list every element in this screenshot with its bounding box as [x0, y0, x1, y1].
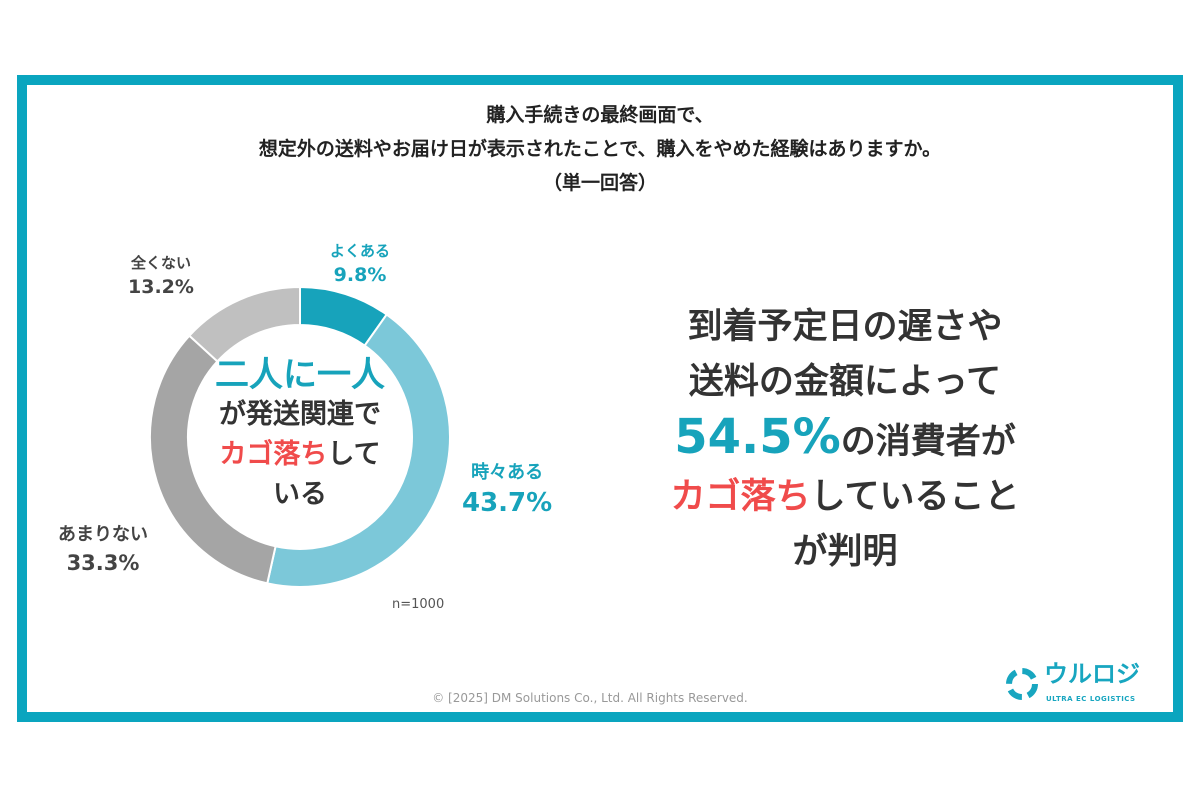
donut-center-text: 二人に一人 が発送関連で カゴ落ちして いる	[190, 355, 410, 515]
center-line-4: いる	[273, 479, 327, 510]
label-mattakunai: 全くない 13.2%	[128, 252, 194, 300]
logo-name: ウルロジ	[1044, 660, 1140, 688]
conclusion-line-1: 到着予定日の遅さや	[687, 307, 1003, 347]
conclusion-line-5: が判明	[792, 532, 898, 572]
slice-value: 9.8%	[333, 264, 387, 286]
conclusion-line-4: していること	[810, 477, 1020, 517]
center-highlight: カゴ落ち	[219, 439, 328, 470]
logo-mark-icon	[1006, 668, 1038, 700]
copyright: © [2025] DM Solutions Co., Ltd. All Righ…	[432, 691, 748, 705]
label-amarinai: あまりない 33.3%	[58, 522, 148, 578]
sample-size: n=1000	[392, 597, 445, 612]
slice-label: 全くない	[130, 254, 191, 272]
conclusion-text: 到着予定日の遅さや 送料の金額によって 54.5%の消費者が カゴ落ちしているこ…	[620, 300, 1070, 580]
slice-label: よくある	[330, 242, 391, 260]
center-line-2: が発送関連で	[219, 399, 381, 430]
slice-label: 時々ある	[471, 462, 544, 483]
conclusion-line-2: 送料の金額によって	[688, 362, 1002, 402]
label-yokuaru: よくある 9.8%	[330, 240, 390, 288]
title-line-1: 購入手続きの最終画面で、	[486, 104, 714, 126]
donut-slice-3	[187, 285, 301, 363]
slice-value: 43.7%	[462, 488, 553, 518]
slide-frame	[17, 75, 1183, 722]
slice-value: 13.2%	[128, 276, 194, 298]
center-line-3: して	[327, 439, 381, 470]
logo-subtitle: ULTRA EC LOGISTICS	[1046, 695, 1136, 703]
conclusion-highlight: カゴ落ち	[670, 477, 811, 517]
conclusion-line-3: の消費者が	[840, 422, 1016, 462]
center-line-1: 二人に一人	[215, 355, 385, 395]
logo: ウルロジ ULTRA EC LOGISTICS	[1000, 660, 1160, 710]
conclusion-percent: 54.5%	[674, 409, 841, 465]
label-tokidoki: 時々ある 43.7%	[462, 460, 552, 520]
title-line-2: 想定外の送料やお届け日が表示されたことで、購入をやめた経験はありますか。	[258, 138, 942, 160]
slice-label: あまりない	[58, 524, 148, 545]
donut-slice-1	[266, 313, 451, 588]
slice-value: 33.3%	[66, 551, 140, 575]
chart-title: 購入手続きの最終画面で、 想定外の送料やお届け日が表示されたことで、購入をやめた…	[0, 98, 1200, 200]
title-line-3: （単一回答）	[542, 172, 657, 194]
